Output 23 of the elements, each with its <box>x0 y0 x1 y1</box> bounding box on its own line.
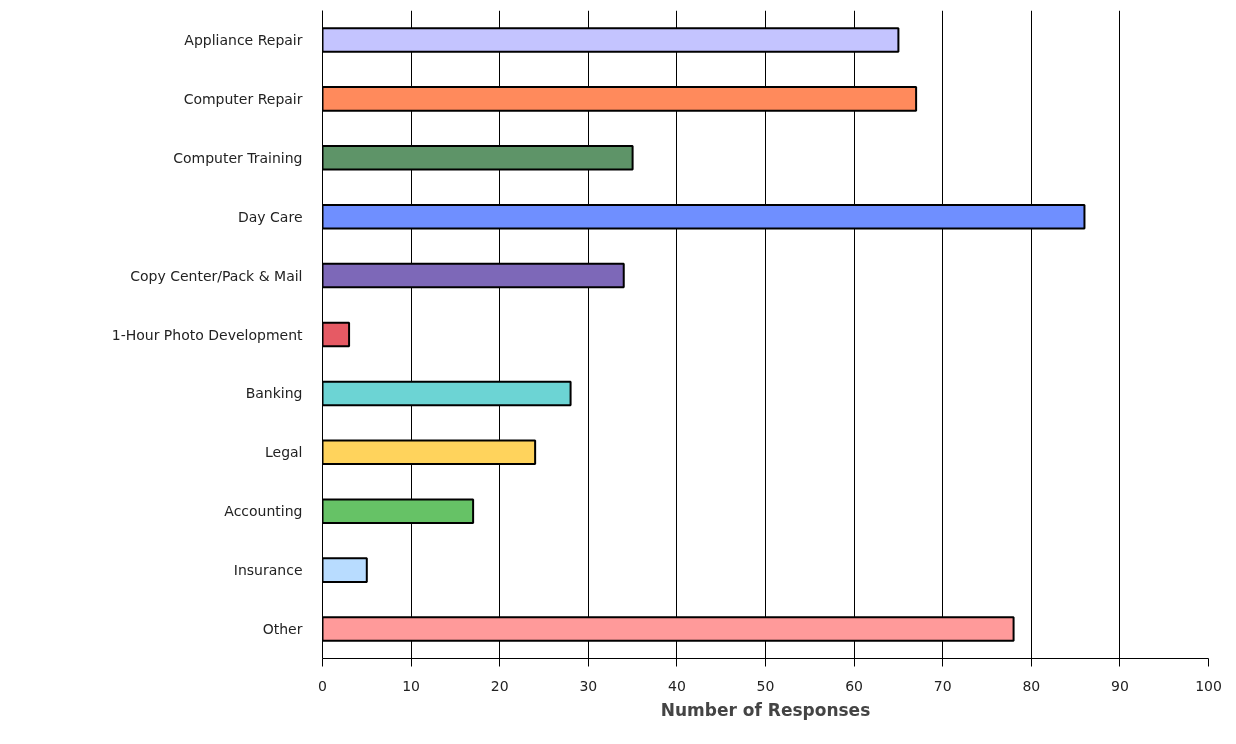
x-axis-title: Number of Responses <box>660 699 871 720</box>
x-tick-label: 10 <box>402 677 421 694</box>
y-tick-label: 1-Hour Photo Development <box>111 326 304 343</box>
y-tick-label: Accounting <box>224 503 303 520</box>
x-tick-label: 60 <box>845 677 864 694</box>
y-tick-label: Insurance <box>233 562 303 579</box>
y-tick-label: Computer Training <box>173 149 303 166</box>
x-tick-label: 0 <box>318 677 327 694</box>
x-tick-label: 20 <box>490 677 509 694</box>
y-tick-label: Legal <box>264 444 303 461</box>
y-tick-label: Copy Center/Pack & Mail <box>130 267 303 284</box>
x-tick-label: 80 <box>1022 677 1041 694</box>
y-tick-label: Other <box>262 621 303 638</box>
y-tick-label: Computer Repair <box>183 90 303 107</box>
y-tick-label: Day Care <box>237 208 303 225</box>
x-tick-label: 90 <box>1110 677 1129 694</box>
y-tick-label: Appliance Repair <box>184 31 303 48</box>
x-tick-label: 50 <box>756 677 775 694</box>
y-tick-label: Banking <box>245 385 303 402</box>
x-tick-label: 30 <box>579 677 598 694</box>
x-tick-label: 100 <box>1195 677 1222 694</box>
x-tick-label: 70 <box>933 677 952 694</box>
x-tick-label: 40 <box>667 677 686 694</box>
